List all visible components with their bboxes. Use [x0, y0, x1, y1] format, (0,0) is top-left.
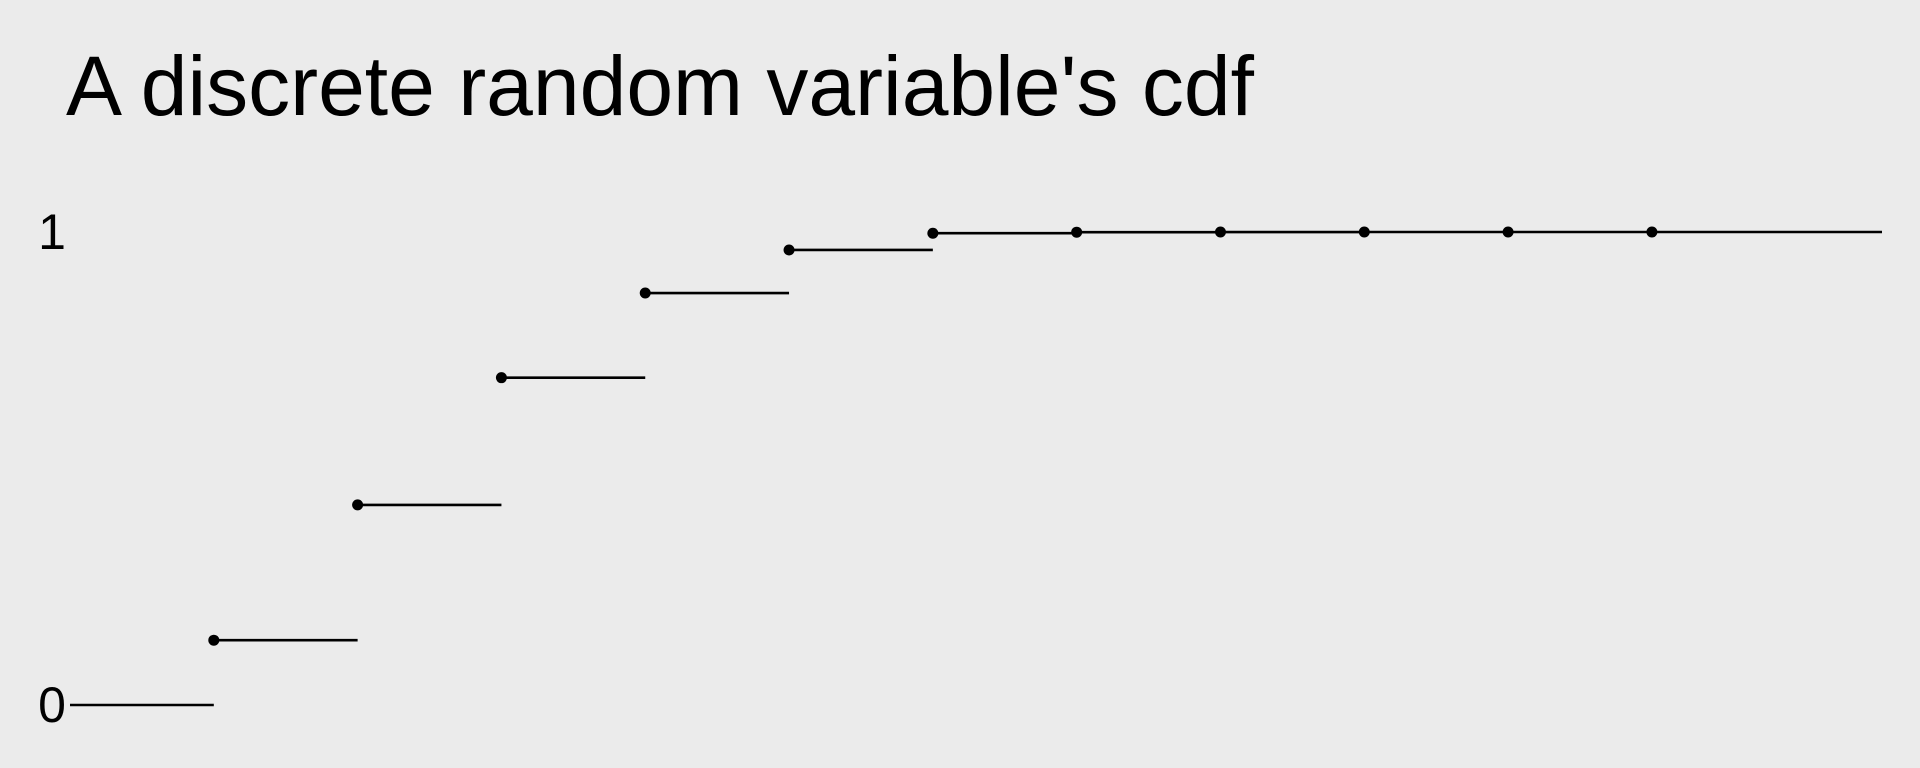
step-point-4 — [639, 287, 651, 299]
step-point-11 — [1646, 226, 1658, 238]
y-tick-label-1: 1 — [38, 204, 66, 260]
step-point-2 — [352, 499, 364, 511]
step-point-3 — [495, 372, 507, 384]
step-segments — [70, 230, 1882, 707]
y-tick-label-0: 0 — [38, 677, 66, 733]
step-point-8 — [1214, 226, 1226, 238]
y-tick-labels: 01 — [38, 204, 66, 733]
step-point-9 — [1358, 226, 1370, 238]
step-point-7 — [1071, 226, 1083, 238]
step-point-5 — [783, 244, 795, 256]
step-point-1 — [208, 634, 220, 646]
step-point-10 — [1502, 226, 1514, 238]
step-points — [208, 226, 1658, 646]
step-point-6 — [927, 227, 939, 239]
chart-title: A discrete random variable's cdf — [66, 39, 1254, 133]
